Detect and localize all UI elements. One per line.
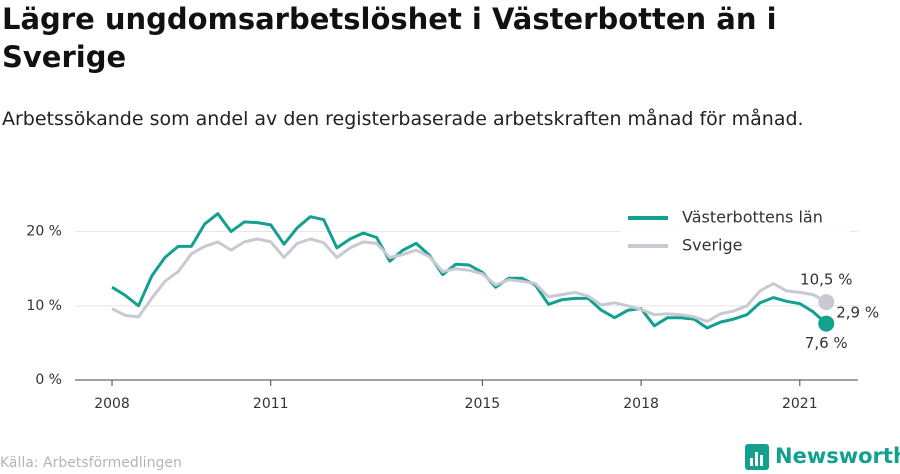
annotation: 2,9 % <box>836 303 879 321</box>
logo-icon <box>745 444 769 470</box>
x-tick-label: 2011 <box>253 396 289 412</box>
source: Källa: Arbetsförmedlingen <box>0 455 182 471</box>
x-tick-label: 2008 <box>94 396 130 412</box>
legend-bg <box>620 202 850 262</box>
x-tick-label: 2015 <box>465 396 501 412</box>
y-tick-label: 20 % <box>26 224 62 240</box>
y-tick-label: 0 % <box>35 372 62 388</box>
brand: Newsworthy <box>775 444 900 468</box>
annotation: 10,5 % <box>800 271 852 289</box>
series-line <box>111 212 828 330</box>
end-dot <box>818 315 835 332</box>
legend-label: Västerbottens län <box>682 208 823 227</box>
end-dot <box>818 294 835 311</box>
chart-title: Lägre ungdomsarbetslöshet i Västerbotten… <box>2 2 777 74</box>
annotation: 7,6 % <box>805 334 848 352</box>
x-tick-label: 2018 <box>623 396 659 412</box>
legend-label: Sverige <box>682 236 743 255</box>
chart-subtitle: Arbetssökande som andel av den registerb… <box>2 108 804 130</box>
series-line <box>111 237 828 323</box>
y-tick-label: 10 % <box>26 298 62 314</box>
x-tick-label: 2021 <box>782 396 818 412</box>
